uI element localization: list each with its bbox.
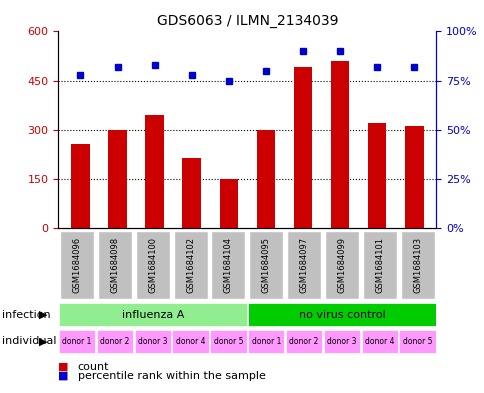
Bar xyxy=(219,180,238,228)
Text: donor 4: donor 4 xyxy=(176,337,205,346)
Bar xyxy=(108,130,126,228)
FancyBboxPatch shape xyxy=(323,330,359,353)
Text: GSM1684100: GSM1684100 xyxy=(148,237,157,293)
Text: count: count xyxy=(77,362,109,372)
FancyBboxPatch shape xyxy=(173,231,207,299)
FancyBboxPatch shape xyxy=(248,330,284,353)
Text: ■: ■ xyxy=(58,371,69,381)
FancyBboxPatch shape xyxy=(248,303,435,326)
Bar xyxy=(330,61,348,228)
Text: GSM1684099: GSM1684099 xyxy=(337,237,346,293)
Bar xyxy=(182,158,200,228)
Text: GSM1684103: GSM1684103 xyxy=(412,237,421,293)
Text: individual: individual xyxy=(2,336,57,346)
FancyBboxPatch shape xyxy=(210,330,246,353)
FancyBboxPatch shape xyxy=(211,231,245,299)
FancyBboxPatch shape xyxy=(361,330,397,353)
Text: donor 1: donor 1 xyxy=(251,337,280,346)
FancyBboxPatch shape xyxy=(136,231,169,299)
Text: GSM1684102: GSM1684102 xyxy=(186,237,195,293)
Text: donor 5: donor 5 xyxy=(402,337,431,346)
Text: ▶: ▶ xyxy=(39,310,47,320)
Text: no virus control: no virus control xyxy=(298,310,384,320)
Text: donor 2: donor 2 xyxy=(289,337,318,346)
FancyBboxPatch shape xyxy=(59,303,246,326)
Text: ■: ■ xyxy=(58,362,69,372)
FancyBboxPatch shape xyxy=(98,231,132,299)
Text: donor 1: donor 1 xyxy=(62,337,91,346)
Bar xyxy=(145,115,164,228)
FancyBboxPatch shape xyxy=(135,330,170,353)
FancyBboxPatch shape xyxy=(97,330,133,353)
Text: GSM1684095: GSM1684095 xyxy=(261,237,270,293)
Text: donor 5: donor 5 xyxy=(213,337,242,346)
Title: GDS6063 / ILMN_2134039: GDS6063 / ILMN_2134039 xyxy=(156,14,337,28)
Text: GSM1684096: GSM1684096 xyxy=(73,237,81,293)
Text: donor 3: donor 3 xyxy=(327,337,356,346)
Text: GSM1684101: GSM1684101 xyxy=(375,237,383,293)
FancyBboxPatch shape xyxy=(59,330,95,353)
Bar xyxy=(71,144,90,228)
FancyBboxPatch shape xyxy=(286,330,321,353)
Text: GSM1684104: GSM1684104 xyxy=(224,237,232,293)
Bar xyxy=(367,123,386,228)
FancyBboxPatch shape xyxy=(172,330,208,353)
Bar xyxy=(404,127,423,228)
FancyBboxPatch shape xyxy=(287,231,320,299)
Text: infection: infection xyxy=(2,310,51,320)
FancyBboxPatch shape xyxy=(249,231,283,299)
FancyBboxPatch shape xyxy=(399,330,435,353)
Text: donor 2: donor 2 xyxy=(100,337,129,346)
Text: influenza A: influenza A xyxy=(121,310,183,320)
Text: percentile rank within the sample: percentile rank within the sample xyxy=(77,371,265,381)
Text: donor 3: donor 3 xyxy=(138,337,167,346)
Text: donor 4: donor 4 xyxy=(364,337,393,346)
Text: GSM1684097: GSM1684097 xyxy=(299,237,308,293)
FancyBboxPatch shape xyxy=(60,231,94,299)
Bar xyxy=(256,130,274,228)
Text: GSM1684098: GSM1684098 xyxy=(110,237,119,293)
FancyBboxPatch shape xyxy=(362,231,396,299)
Text: ▶: ▶ xyxy=(39,336,47,346)
Bar xyxy=(293,68,312,228)
FancyBboxPatch shape xyxy=(400,231,434,299)
FancyBboxPatch shape xyxy=(324,231,358,299)
